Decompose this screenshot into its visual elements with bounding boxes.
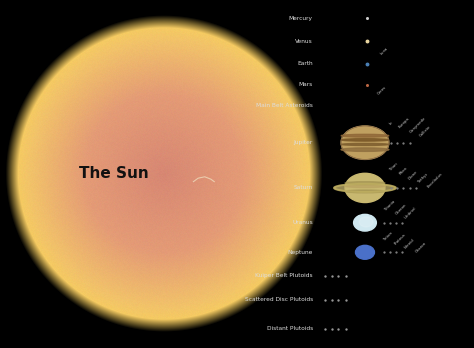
Text: Luna: Luna xyxy=(379,46,389,56)
Circle shape xyxy=(356,245,374,259)
Text: Io: Io xyxy=(389,120,394,125)
Text: Rhea: Rhea xyxy=(398,166,408,176)
Text: Charon: Charon xyxy=(414,241,427,254)
Text: Enceladus: Enceladus xyxy=(427,172,444,189)
Ellipse shape xyxy=(341,126,389,159)
Ellipse shape xyxy=(341,139,389,141)
Text: The Sun: The Sun xyxy=(79,166,149,182)
Text: Saturn: Saturn xyxy=(293,185,313,190)
Text: Jupiter: Jupiter xyxy=(293,140,313,145)
Text: Ceres: Ceres xyxy=(377,85,387,96)
Ellipse shape xyxy=(345,182,385,184)
Ellipse shape xyxy=(345,185,385,188)
Text: Dione: Dione xyxy=(408,169,419,180)
Ellipse shape xyxy=(341,148,389,151)
Text: Uranus: Uranus xyxy=(292,220,313,225)
Ellipse shape xyxy=(341,143,389,145)
Text: Distant Plutoids: Distant Plutoids xyxy=(266,326,313,331)
Text: Mars: Mars xyxy=(299,82,313,87)
Ellipse shape xyxy=(345,173,385,203)
Text: Europa: Europa xyxy=(398,117,411,129)
Ellipse shape xyxy=(359,217,373,227)
Text: Earth: Earth xyxy=(297,61,313,66)
Circle shape xyxy=(354,214,376,231)
Ellipse shape xyxy=(334,184,396,192)
Text: Main Belt Asteroids: Main Belt Asteroids xyxy=(256,103,313,108)
Text: Ganymede: Ganymede xyxy=(409,116,427,134)
Text: Triton: Triton xyxy=(383,231,393,242)
Ellipse shape xyxy=(341,134,389,137)
Text: Titania: Titania xyxy=(384,199,396,211)
Text: Proteus: Proteus xyxy=(393,232,407,246)
Ellipse shape xyxy=(345,190,385,193)
Text: Mercury: Mercury xyxy=(289,16,313,21)
Text: Scattered Disc Plutoids: Scattered Disc Plutoids xyxy=(245,298,313,302)
Text: Venus: Venus xyxy=(295,39,313,44)
Text: Neptune: Neptune xyxy=(287,250,313,255)
Text: Kuiper Belt Plutoids: Kuiper Belt Plutoids xyxy=(255,273,313,278)
Text: Oberon: Oberon xyxy=(394,202,408,215)
Text: Callisto: Callisto xyxy=(419,125,432,138)
Text: Umbriel: Umbriel xyxy=(404,206,418,220)
Text: Tethys: Tethys xyxy=(417,173,428,184)
Text: Nereid: Nereid xyxy=(404,238,416,250)
Text: Titan: Titan xyxy=(389,162,399,172)
